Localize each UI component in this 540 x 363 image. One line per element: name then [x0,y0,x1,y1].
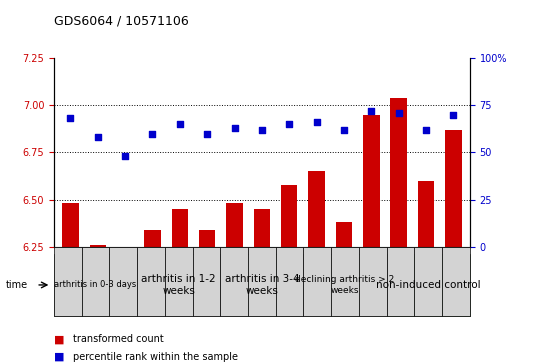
Bar [445,130,462,247]
Text: percentile rank within the sample: percentile rank within the sample [73,352,238,362]
Point [394,110,403,116]
Point [285,121,294,127]
Point [340,127,348,133]
Bar [144,230,161,247]
Point [203,131,212,136]
Text: GDS6064 / 10571106: GDS6064 / 10571106 [54,15,189,28]
Text: declining arthritis > 2
weeks: declining arthritis > 2 weeks [295,275,395,295]
Bar [418,181,434,247]
Bar [62,203,79,247]
Text: time: time [5,280,28,290]
Point [93,134,102,140]
Point [148,131,157,136]
Bar [172,209,188,247]
Text: arthritis in 0-3 days: arthritis in 0-3 days [55,281,137,289]
Bar [308,171,325,247]
Bar [363,115,380,247]
Point [121,153,130,159]
Point [367,108,376,114]
Point [176,121,184,127]
Point [312,119,321,125]
Text: ■: ■ [54,352,64,362]
Bar [254,209,270,247]
Point [422,127,430,133]
Text: non-induced control: non-induced control [376,280,481,290]
Bar [281,184,298,247]
Point [258,127,266,133]
Bar [336,222,352,247]
Text: transformed count: transformed count [73,334,164,344]
Point [449,112,458,118]
Bar [90,245,106,247]
Point [230,125,239,131]
Bar [226,203,243,247]
Text: ■: ■ [54,334,64,344]
Text: arthritis in 3-4
weeks: arthritis in 3-4 weeks [225,274,299,296]
Text: arthritis in 1-2
weeks: arthritis in 1-2 weeks [141,274,216,296]
Point [66,115,75,121]
Bar [390,98,407,247]
Bar [199,230,215,247]
